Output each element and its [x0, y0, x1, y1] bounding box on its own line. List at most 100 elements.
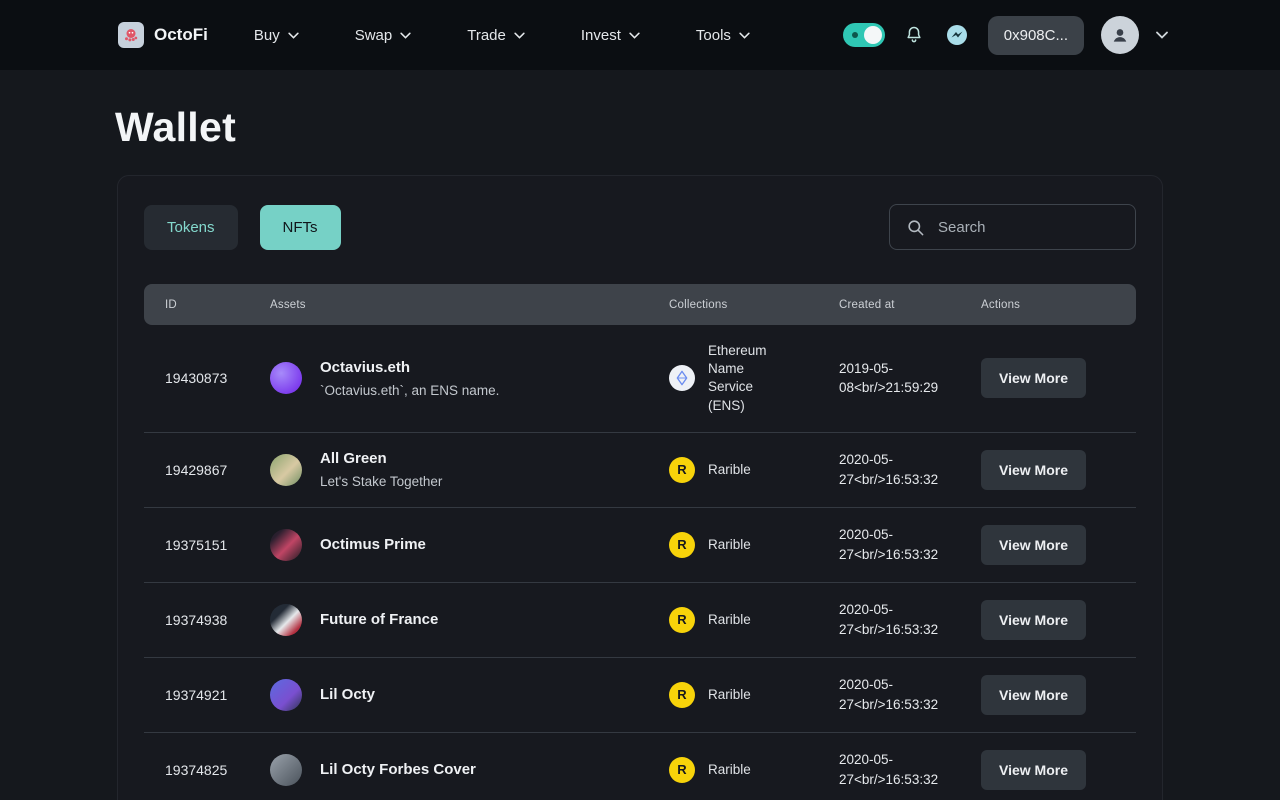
collection-cell: R Rarible — [669, 531, 839, 558]
card-toolbar: Tokens NFTs — [144, 204, 1136, 250]
chevron-down-icon — [514, 32, 525, 39]
search-box — [889, 204, 1136, 250]
brand[interactable]: OctoFi — [118, 22, 208, 48]
nft-name: Future of France — [320, 611, 439, 629]
tab-nfts[interactable]: NFTs — [259, 204, 341, 250]
table-row: 19374825 Lil Octy Forbes Cover R Rarible… — [144, 733, 1136, 800]
header-actions: Actions — [981, 298, 1021, 311]
nav-label: Buy — [253, 26, 280, 44]
page-title: Wallet — [115, 104, 237, 150]
nav-item-tools[interactable]: Tools — [696, 27, 750, 44]
nft-name: Lil Octy Forbes Cover — [320, 761, 476, 779]
nft-id: 19374921 — [165, 686, 228, 703]
nft-avatar — [270, 678, 302, 711]
nav-item-swap[interactable]: Swap — [355, 27, 412, 44]
asset-cell: Octimus Prime — [270, 528, 669, 561]
chevron-down-icon — [739, 32, 750, 39]
chat-icon[interactable] — [943, 21, 971, 49]
created-at: 2020-05-27<br/>16:53:32 — [839, 752, 939, 787]
asset-cell: Future of France — [270, 603, 669, 636]
asset-cell: Octavius.eth `Octavius.eth`, an ENS name… — [270, 359, 669, 398]
nft-avatar — [270, 753, 302, 786]
collection-cell: R Rarible — [669, 756, 839, 783]
main-nav: Buy Swap Trade Invest Tools — [254, 27, 806, 44]
actions-cell: View More — [981, 674, 1136, 715]
asset-text: Octavius.eth `Octavius.eth`, an ENS name… — [320, 359, 499, 398]
navbar-right: 0x908C... — [842, 15, 1168, 55]
magnifier-icon — [908, 219, 924, 235]
asset-cell: All Green Let's Stake Together — [270, 450, 669, 489]
nft-name: Octimus Prime — [320, 536, 426, 554]
header-collections: Collections — [669, 298, 728, 311]
bell-icon[interactable] — [902, 23, 926, 47]
asset-text: Octimus Prime — [320, 536, 426, 553]
collection-name: Ethereum Name Service (ENS) — [708, 343, 767, 413]
table-header: ID Assets Collections Created at Actions — [144, 284, 1136, 325]
actions-cell: View More — [981, 449, 1136, 490]
brand-name: OctoFi — [154, 25, 208, 44]
header-created-at: Created at — [839, 298, 895, 311]
header-assets: Assets — [270, 298, 306, 311]
view-more-button[interactable]: View More — [981, 599, 1086, 640]
created-at: 2020-05-27<br/>16:53:32 — [839, 602, 939, 637]
view-more-button[interactable]: View More — [981, 524, 1086, 565]
table-row: 19374938 Future of France R Rarible 2020… — [144, 583, 1136, 658]
nav-item-trade[interactable]: Trade — [467, 27, 525, 44]
nav-label: Trade — [467, 26, 506, 44]
chevron-down-icon — [288, 32, 299, 39]
wallet-address-button[interactable]: 0x908C... — [987, 15, 1084, 55]
octopus-icon — [118, 22, 144, 48]
collection-cell: R Rarible — [669, 456, 839, 483]
nft-name: All Green — [320, 450, 387, 468]
rarible-icon: R — [669, 456, 695, 483]
nav-label: Swap — [354, 26, 393, 44]
account-button[interactable] — [1101, 16, 1139, 54]
asset-text: All Green Let's Stake Together — [320, 450, 442, 489]
nft-id: 19429867 — [165, 461, 228, 478]
header-id: ID — [165, 298, 177, 311]
collection-cell: Ethereum Name Service (ENS) — [669, 342, 839, 415]
dark-mode-toggle[interactable] — [842, 23, 885, 47]
table-row: 19429867 All Green Let's Stake Together … — [144, 433, 1136, 508]
asset-cell: Lil Octy Forbes Cover — [270, 753, 669, 786]
rarible-icon: R — [669, 606, 695, 633]
view-more-button[interactable]: View More — [981, 674, 1086, 715]
view-more-button[interactable]: View More — [981, 749, 1086, 790]
rarible-icon: R — [669, 531, 695, 558]
view-more-button[interactable]: View More — [981, 358, 1086, 399]
toggle-knob — [863, 26, 882, 44]
actions-cell: View More — [981, 749, 1136, 790]
asset-cell: Lil Octy — [270, 678, 669, 711]
tab-bar: Tokens NFTs — [144, 204, 341, 250]
collection-cell: R Rarible — [669, 681, 839, 708]
chevron-down-icon — [400, 32, 411, 39]
collection-name: Rarible — [708, 536, 751, 552]
nav-item-buy[interactable]: Buy — [254, 27, 299, 44]
nft-id: 19374825 — [165, 761, 228, 778]
chevron-down-icon[interactable] — [1156, 31, 1168, 39]
created-at: 2020-05-27<br/>16:53:32 — [839, 677, 939, 712]
collection-name: Rarible — [708, 761, 751, 777]
rarible-icon: R — [669, 681, 695, 708]
table-body: 19430873 Octavius.eth `Octavius.eth`, an… — [144, 325, 1136, 800]
actions-cell: View More — [981, 599, 1136, 640]
nav-label: Tools — [695, 26, 731, 44]
asset-text: Lil Octy Forbes Cover — [320, 761, 476, 778]
nft-description: Let's Stake Together — [320, 474, 443, 490]
search-input[interactable] — [938, 218, 1119, 236]
view-more-button[interactable]: View More — [981, 449, 1086, 490]
table-row: 19374921 Lil Octy R Rarible 2020-05-27<b… — [144, 658, 1136, 733]
asset-text: Future of France — [320, 611, 438, 628]
nft-name: Octavius.eth — [320, 358, 411, 376]
nft-name: Lil Octy — [320, 686, 376, 704]
nft-avatar — [270, 362, 302, 395]
nft-id: 19430873 — [165, 370, 228, 387]
nav-label: Invest — [580, 26, 621, 44]
actions-cell: View More — [981, 524, 1136, 565]
ens-icon — [669, 365, 695, 392]
nft-avatar — [270, 453, 302, 486]
nft-id: 19374938 — [165, 611, 228, 628]
created-at: 2020-05-27<br/>16:53:32 — [839, 452, 939, 487]
tab-tokens[interactable]: Tokens — [144, 204, 238, 250]
nav-item-invest[interactable]: Invest — [581, 27, 640, 44]
